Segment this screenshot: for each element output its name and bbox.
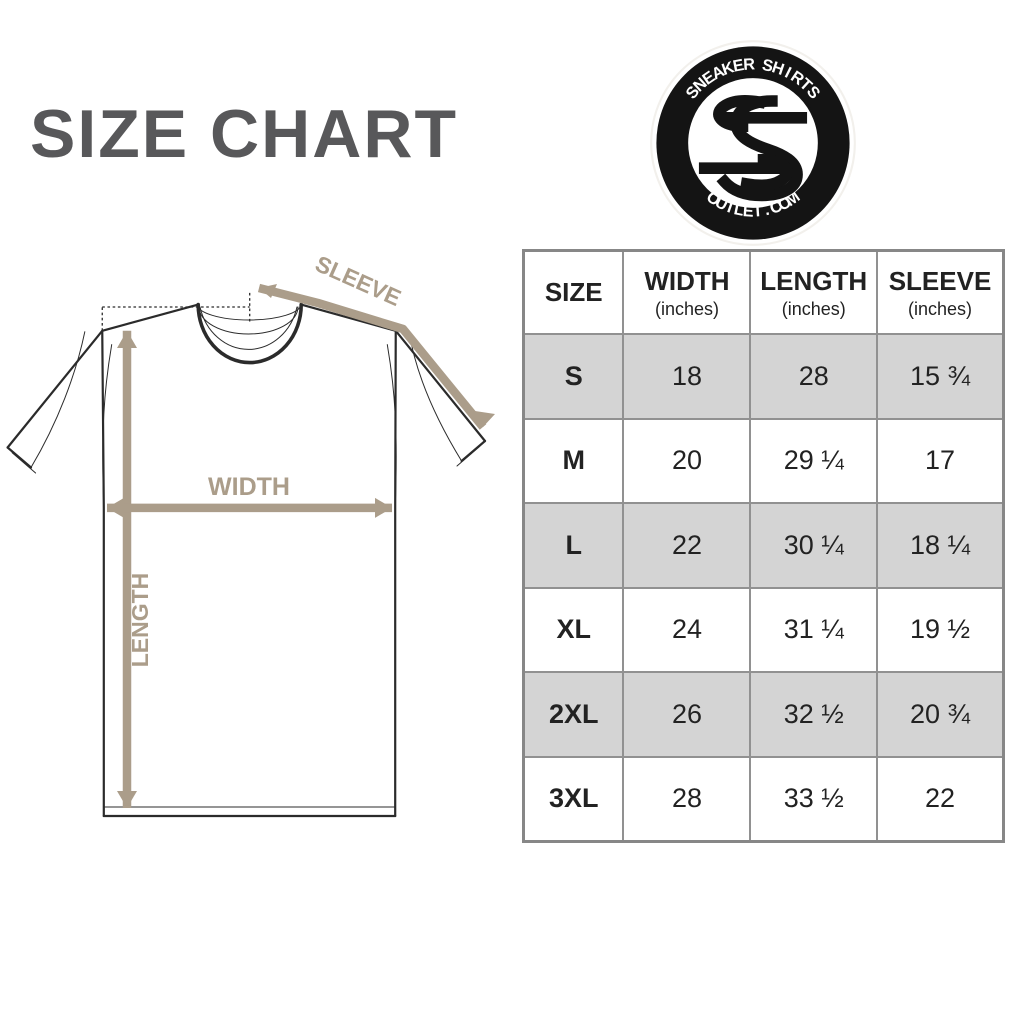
svg-text:WIDTH: WIDTH [208, 473, 290, 501]
svg-text:R: R [743, 55, 756, 74]
svg-text:T: T [752, 202, 763, 221]
svg-text:LENGTH: LENGTH [127, 573, 153, 668]
